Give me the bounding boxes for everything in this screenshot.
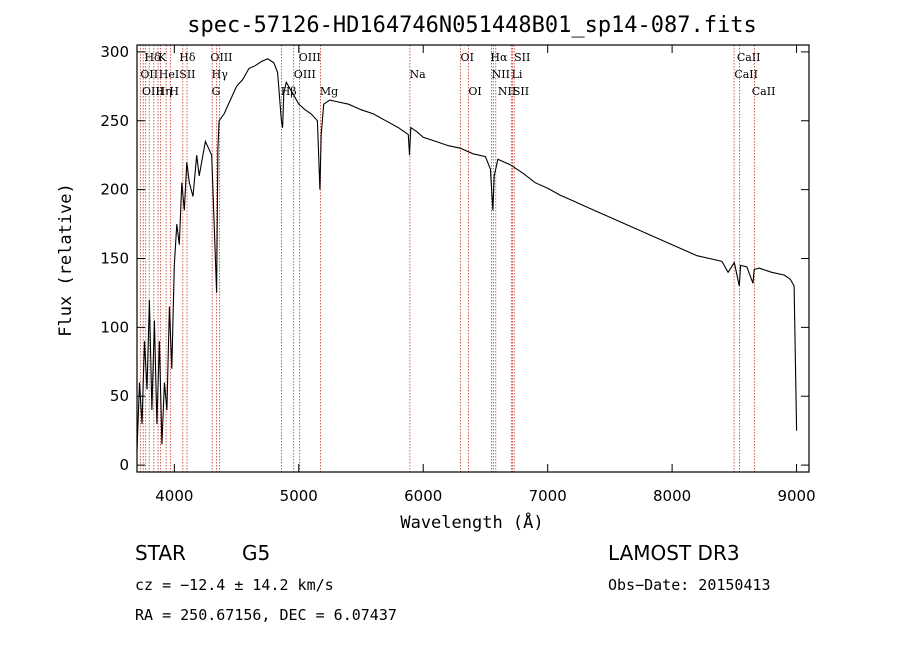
y-tick-label: 100 <box>100 318 129 336</box>
y-tick-label: 0 <box>119 456 129 474</box>
line-label: HeI <box>159 68 179 81</box>
class-label: STAR <box>135 541 186 565</box>
chart-title: spec-57126-HD164746N051448B01_sp14-087.f… <box>187 13 757 38</box>
line-label: SII <box>179 68 195 81</box>
y-tick-label: 150 <box>100 250 129 268</box>
line-label: CaII <box>737 51 761 64</box>
line-label: Hδ <box>144 51 161 64</box>
line-label: SII <box>513 85 529 98</box>
y-tick-label: 300 <box>100 43 129 61</box>
y-axis-label: Flux (relative) <box>56 183 76 337</box>
line-label: OI <box>461 51 474 64</box>
survey-label: LAMOST DR3 <box>608 541 740 565</box>
radec-text: RA = 250.67156, DEC = 6.07437 <box>135 606 397 624</box>
line-label: CaII <box>734 68 758 81</box>
x-tick-label: 6000 <box>404 487 442 505</box>
redshift-text: cz = −12.4 ± 14.2 km/s <box>135 576 334 594</box>
subclass-label: G5 <box>242 541 270 565</box>
x-tick-label: 9000 <box>777 487 815 505</box>
line-label: CaII <box>752 85 776 98</box>
flux-series-line <box>136 58 798 452</box>
line-label: Na <box>410 68 427 81</box>
line-label: Hγ <box>212 68 229 81</box>
line-label: NII <box>498 85 516 98</box>
line-label: G <box>212 85 221 98</box>
x-axis-ticks: 4000 5000 6000 7000 8000 9000 <box>155 45 816 505</box>
obs-date-text: Obs−Date: 20150413 <box>608 576 771 594</box>
y-tick-label: 200 <box>100 181 129 199</box>
line-label: OII <box>140 68 158 81</box>
x-tick-label: 4000 <box>155 487 193 505</box>
x-tick-label: 5000 <box>280 487 318 505</box>
line-label: OI <box>468 85 481 98</box>
line-label: Hα <box>490 51 508 64</box>
line-label: Li <box>512 68 523 81</box>
y-axis-ticks: 0 50 100 150 200 250 300 <box>100 43 809 474</box>
line-label: H <box>169 85 179 98</box>
line-label: Mg <box>320 85 338 98</box>
line-label: OIII <box>142 85 164 98</box>
emission-line-markers <box>139 45 755 472</box>
y-tick-label: 50 <box>110 387 129 405</box>
line-label: K <box>158 51 167 64</box>
line-label: NII <box>492 68 510 81</box>
x-axis-label: Wavelength (Å) <box>400 511 543 533</box>
line-label: OIII <box>294 68 316 81</box>
x-tick-label: 7000 <box>529 487 567 505</box>
line-label: Hη <box>156 85 172 98</box>
line-label: Hδ <box>179 51 196 64</box>
x-tick-label: 8000 <box>653 487 691 505</box>
line-label: OIII <box>299 51 321 64</box>
y-tick-label: 250 <box>100 112 129 130</box>
line-label: SII <box>514 51 530 64</box>
line-label: OIII <box>210 51 232 64</box>
